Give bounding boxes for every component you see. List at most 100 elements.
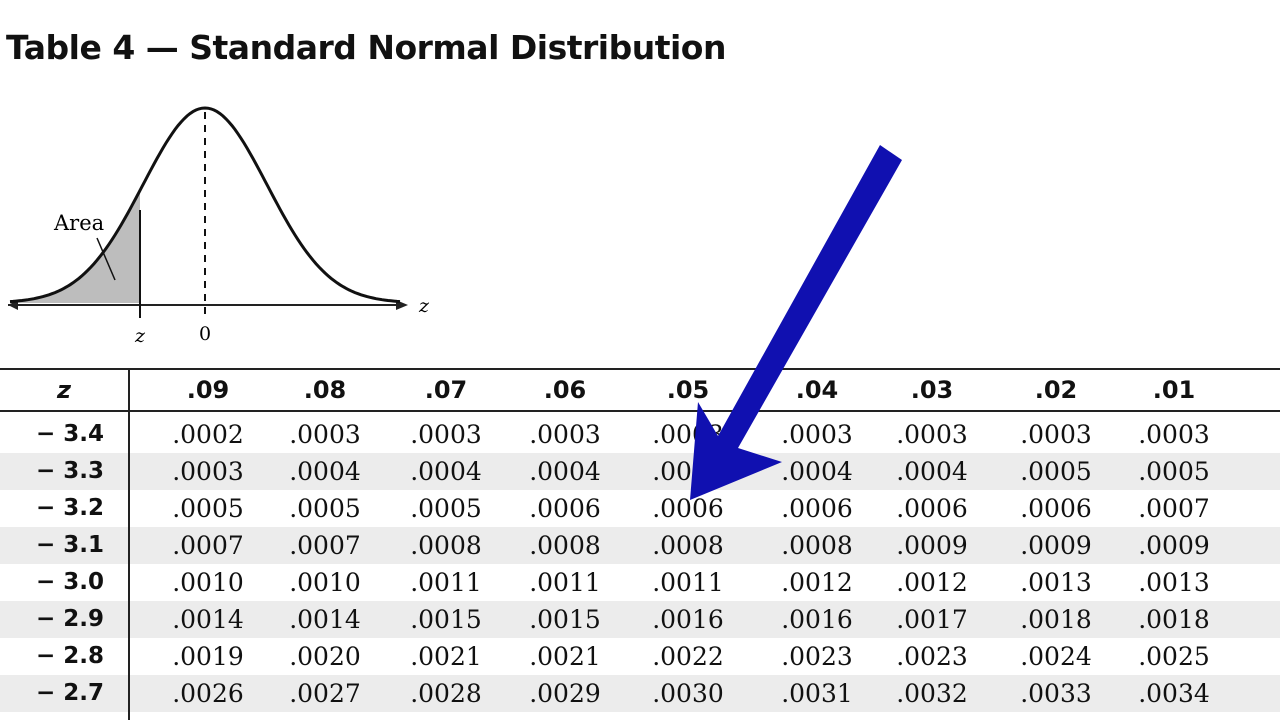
probability: .0007: [1138, 494, 1210, 523]
probability: .0031: [781, 679, 853, 708]
probability: .0007: [289, 531, 361, 560]
column-header: .03: [910, 376, 954, 404]
probability: .0011: [529, 568, 601, 597]
probability: .0009: [1020, 531, 1092, 560]
probability: .0006: [652, 494, 724, 523]
probability: .0003: [896, 420, 968, 449]
column-header: .05: [666, 376, 710, 404]
probability: .0029: [529, 679, 601, 708]
probability: .0020: [289, 642, 361, 671]
column-header: .02: [1034, 376, 1078, 404]
column-header: .09: [186, 376, 230, 404]
probability: .0003: [529, 420, 601, 449]
probability: .0019: [172, 642, 244, 671]
probability: .0027: [289, 679, 361, 708]
probability: .0006: [1020, 494, 1092, 523]
probability: .0018: [1020, 605, 1092, 634]
table: z .09 .08 .07 .06 .05 .04 .03 .02 .01 − 3.4 .0002 .0…: [0, 368, 1280, 720]
probability: .0028: [410, 679, 482, 708]
probability: .0015: [529, 605, 601, 634]
probability: .0003: [1020, 420, 1092, 449]
z-marker: z: [134, 325, 146, 347]
probability: .0026: [172, 679, 244, 708]
z-value: − 3.2: [35, 495, 104, 521]
column-header: .08: [303, 376, 347, 404]
column-header: .07: [424, 376, 468, 404]
probability: .0021: [529, 642, 601, 671]
row-shade: [0, 675, 1280, 712]
z-column-rule: [128, 368, 130, 720]
probability: .0013: [1138, 568, 1210, 597]
probability: .0021: [410, 642, 482, 671]
probability: .0003: [410, 420, 482, 449]
probability: .0004: [781, 457, 853, 486]
probability: .0014: [172, 605, 244, 634]
z-value: − 3.4: [35, 421, 104, 447]
probability: .0007: [172, 531, 244, 560]
z-header: z: [57, 376, 71, 404]
probability: .0008: [529, 531, 601, 560]
probability: .0012: [781, 568, 853, 597]
probability: .0004: [896, 457, 968, 486]
probability: .0023: [896, 642, 968, 671]
probability: .0004: [410, 457, 482, 486]
probability: .0003: [781, 420, 853, 449]
probability: .0030: [652, 679, 724, 708]
probability: .0005: [410, 494, 482, 523]
probability: .0018: [1138, 605, 1210, 634]
probability: .0005: [1138, 457, 1210, 486]
probability: .0032: [896, 679, 968, 708]
column-header: .01: [1152, 376, 1196, 404]
probability: .0003: [172, 457, 244, 486]
probability: .0015: [410, 605, 482, 634]
probability: .0010: [172, 568, 244, 597]
z-value: − 2.7: [35, 680, 104, 706]
probability: .0017: [896, 605, 968, 634]
probability: .0003: [652, 420, 724, 449]
probability: .0023: [781, 642, 853, 671]
probability: .0004: [652, 457, 724, 486]
normal-curve-diagram: Area z 0 z: [8, 106, 430, 347]
z-value: − 3.3: [35, 458, 104, 484]
probability: .0003: [289, 420, 361, 449]
probability: .0033: [1020, 679, 1092, 708]
probability: .0016: [781, 605, 853, 634]
probability: .0011: [652, 568, 724, 597]
z-value: − 2.9: [35, 606, 104, 632]
top-rule: [0, 368, 1280, 370]
area-pointer: [96, 237, 116, 281]
z-value: − 3.0: [35, 569, 104, 595]
probability: .0034: [1138, 679, 1210, 708]
probability: .0006: [896, 494, 968, 523]
probability: .0005: [289, 494, 361, 523]
column-header: .06: [543, 376, 587, 404]
probability: .0009: [896, 531, 968, 560]
title: Table 4 — Standard Normal Distribution: [6, 28, 726, 67]
zero-marker: 0: [199, 323, 211, 345]
probability: .0004: [289, 457, 361, 486]
probability: .0013: [1020, 568, 1092, 597]
z-value: − 2.8: [35, 643, 104, 669]
probability: .0014: [289, 605, 361, 634]
column-header: .04: [795, 376, 839, 404]
probability: .0005: [172, 494, 244, 523]
row-shade: [0, 601, 1280, 638]
probability: .0003: [1138, 420, 1210, 449]
shaded-area: [10, 190, 140, 303]
probability: .0011: [410, 568, 482, 597]
probability: .0008: [410, 531, 482, 560]
row-shade: [0, 453, 1280, 490]
row-shade: [0, 527, 1280, 564]
probability: .0008: [781, 531, 853, 560]
probability: .0024: [1020, 642, 1092, 671]
probability: .0008: [652, 531, 724, 560]
probability: .0012: [896, 568, 968, 597]
probability: .0025: [1138, 642, 1210, 671]
probability: .0006: [781, 494, 853, 523]
probability: .0006: [529, 494, 601, 523]
probability: .0022: [652, 642, 724, 671]
header-rule: [0, 410, 1280, 412]
area-label: Area: [53, 211, 104, 235]
probability: .0009: [1138, 531, 1210, 560]
